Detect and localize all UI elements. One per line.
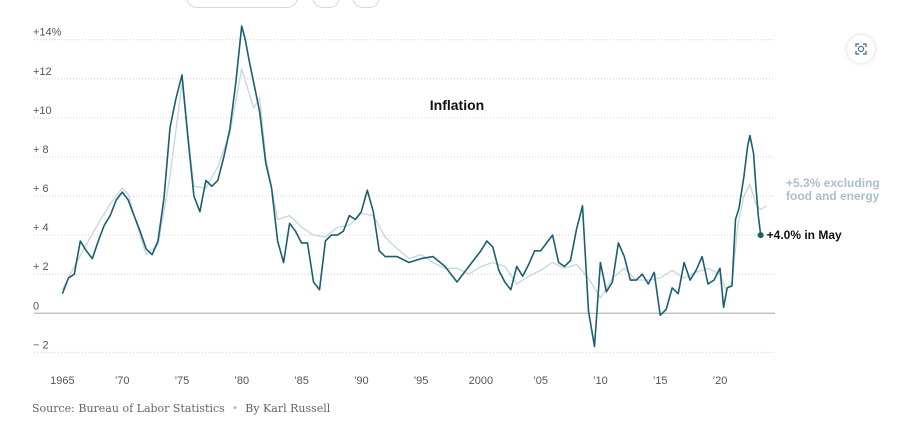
y-tick-label: − 2	[33, 339, 49, 351]
y-axis-ticks: +14% +12 +10 + 8 + 6 + 4 + 2 0 − 2	[33, 27, 62, 352]
expand-icon	[855, 43, 867, 55]
byline: By Karl Russell	[245, 402, 331, 415]
core-series-line	[61, 68, 767, 299]
core-annotation-line: +5.3% excluding	[786, 176, 880, 190]
x-tick-label: ’90	[354, 375, 369, 387]
x-tick-label: 2000	[469, 375, 493, 387]
y-tick-label: + 2	[33, 261, 49, 273]
x-tick-label: ’10	[593, 375, 608, 387]
headline-annotation: +4.0% in May	[767, 228, 842, 242]
separator-dot: •	[231, 402, 239, 415]
latest-value-dot	[757, 232, 764, 239]
x-tick-label: 1965	[50, 375, 74, 387]
source-text: Source: Bureau of Labor Statistics	[32, 402, 225, 415]
x-axis-ticks: 1965 ’70 ’75 ’80 ’85 ’90 ’95 2000 ’05 ’10 ’15 ’20	[50, 375, 727, 387]
y-tick-label: +12	[33, 66, 52, 78]
x-tick-label: ’70	[115, 375, 130, 387]
core-annotation: +5.3% excluding food and energy	[786, 176, 880, 203]
x-tick-label: ’95	[414, 375, 429, 387]
x-tick-label: ’20	[713, 375, 728, 387]
grid-lines	[34, 39, 775, 353]
y-tick-label: +10	[33, 105, 52, 117]
y-tick-label: +14%	[33, 27, 62, 39]
source-line: Source: Bureau of Labor Statistics • By Ka…	[32, 402, 330, 415]
y-tick-label: + 6	[33, 183, 49, 195]
y-tick-label: + 4	[33, 222, 49, 234]
top-toolbar	[0, 0, 912, 10]
y-tick-label: 0	[33, 300, 39, 312]
expand-button[interactable]	[847, 35, 875, 63]
x-tick-label: ’05	[533, 375, 548, 387]
headline-series-line	[61, 25, 762, 348]
x-tick-label: ’15	[653, 375, 668, 387]
core-annotation-line: food and energy	[786, 189, 880, 203]
chart-title: Inflation	[430, 97, 484, 113]
x-tick-label: ’85	[294, 375, 309, 387]
x-tick-label: ’80	[234, 375, 249, 387]
series-lines	[61, 25, 767, 348]
y-tick-label: + 8	[33, 144, 49, 156]
x-tick-label: ’75	[175, 375, 190, 387]
annotations: +4.0% in May +5.3% excluding food and ener…	[757, 176, 880, 242]
